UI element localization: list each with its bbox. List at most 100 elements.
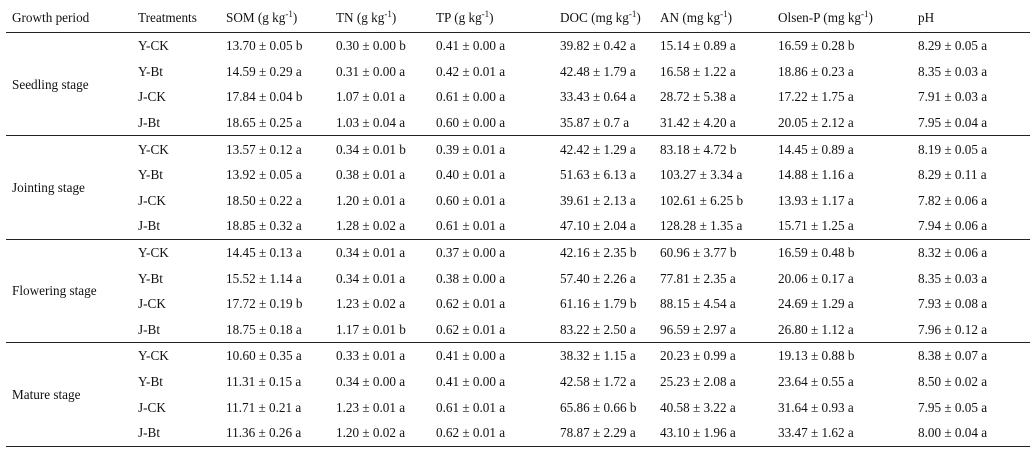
tn-cell: 1.03 ± 0.04 a	[336, 109, 436, 137]
olsen-p-cell: 14.45 ± 0.89 a	[778, 141, 854, 157]
olsen-p-cell: 26.80 ± 1.12 a	[778, 316, 918, 344]
tn-cell: 0.34 ± 0.01 a	[336, 270, 406, 286]
som-cell: 17.72 ± 0.19 b	[226, 296, 303, 312]
tp-cell: 0.41 ± 0.00 a	[436, 348, 506, 364]
treatment-cell: Y-CK	[138, 141, 169, 157]
table-row: Seedling stage Y-CK 13.70 ± 0.05 b 0.30 ± 0…	[6, 32, 1030, 137]
ph-cell: 8.19 ± 0.05 a	[918, 141, 988, 157]
treatment-cell: J-CK	[138, 192, 166, 208]
an-cell: 28.72 ± 5.38 a	[660, 89, 736, 105]
olsen-p-cell: 18.86 ± 0.23 a	[778, 63, 854, 79]
tp-cell: 0.62 ± 0.01 a	[436, 419, 560, 447]
som-cell: 18.85 ± 0.32 a	[226, 213, 336, 240]
som-cell: 14.59 ± 0.29 a	[226, 63, 302, 79]
an-cell: 60.96 ± 3.77 b	[660, 244, 737, 260]
som-cell: 13.57 ± 0.12 a	[226, 141, 302, 157]
an-cell: 83.18 ± 4.72 b	[660, 141, 737, 157]
table-row: Y-Bt 15.52 ± 1.14 a 0.34 ± 0.01 a 0.38 ± 0.…	[6, 265, 1030, 291]
header-tp: TP (g kg-1)	[436, 4, 560, 33]
table-row: Y-Bt 14.59 ± 0.29 a 0.31 ± 0.00 a 0.42 ± 0.…	[6, 59, 1030, 85]
som-cell: 13.70 ± 0.05 b	[226, 38, 303, 54]
olsen-p-cell: 17.22 ± 1.75 a	[778, 89, 854, 105]
tn-cell: 1.17 ± 0.01 b	[336, 316, 436, 344]
header-tn: TN (g kg-1)	[336, 4, 436, 33]
tp-cell: 0.41 ± 0.00 a	[436, 373, 506, 389]
header-treatments: Treatments	[130, 4, 226, 33]
growth-period-cell: Seedling stage	[6, 32, 130, 137]
doc-cell: 65.86 ± 0.66 b	[560, 399, 637, 415]
olsen-p-cell: 16.59 ± 0.28 b	[778, 38, 855, 54]
doc-cell: 57.40 ± 2.26 a	[560, 270, 636, 286]
tp-cell: 0.62 ± 0.01 a	[436, 296, 506, 312]
som-cell: 11.36 ± 0.26 a	[226, 419, 336, 447]
tp-cell: 0.61 ± 0.00 a	[436, 89, 506, 105]
treatment-cell: J-CK	[138, 399, 166, 415]
table-row: J-Bt 11.36 ± 0.26 a 1.20 ± 0.02 a 0.62 ± 0.…	[6, 419, 1030, 447]
tn-cell: 1.20 ± 0.02 a	[336, 419, 436, 447]
table-row: Mature stage Y-CK 10.60 ± 0.35 a 0.33 ± 0.0…	[6, 342, 1030, 447]
tn-cell: 0.33 ± 0.01 a	[336, 348, 406, 364]
growth-period-cell: Flowering stage	[6, 239, 130, 344]
an-cell: 16.58 ± 1.22 a	[660, 63, 736, 79]
table-row: J-CK 18.50 ± 0.22 a 1.20 ± 0.01 a 0.60 ± 0.…	[6, 188, 1030, 214]
ph-cell: 7.96 ± 0.12 a	[918, 316, 1030, 344]
som-cell: 18.75 ± 0.18 a	[226, 316, 336, 344]
an-cell: 43.10 ± 1.96 a	[660, 419, 778, 447]
treatment-cell: Y-Bt	[138, 270, 163, 286]
som-cell: 11.31 ± 0.15 a	[226, 373, 302, 389]
treatment-cell: J-CK	[138, 296, 166, 312]
an-cell: 96.59 ± 2.97 a	[660, 316, 778, 344]
header-som: SOM (g kg-1)	[226, 4, 336, 33]
olsen-p-cell: 14.88 ± 1.16 a	[778, 167, 854, 183]
tn-cell: 1.23 ± 0.01 a	[336, 399, 406, 415]
tp-cell: 0.61 ± 0.01 a	[436, 213, 560, 240]
doc-cell: 39.61 ± 2.13 a	[560, 192, 636, 208]
olsen-p-cell: 24.69 ± 1.29 a	[778, 296, 854, 312]
som-cell: 14.45 ± 0.13 a	[226, 244, 302, 260]
olsen-p-cell: 23.64 ± 0.55 a	[778, 373, 854, 389]
table-row: Jointing stage Y-CK 13.57 ± 0.12 a 0.34 ± 0…	[6, 135, 1030, 240]
an-cell: 102.61 ± 6.25 b	[660, 192, 744, 208]
ph-cell: 8.00 ± 0.04 a	[918, 419, 1030, 447]
doc-cell: 51.63 ± 6.13 a	[560, 167, 636, 183]
treatment-cell: J-Bt	[130, 316, 226, 344]
an-cell: 128.28 ± 1.35 a	[660, 213, 778, 240]
ph-cell: 7.93 ± 0.08 a	[918, 296, 988, 312]
tn-cell: 1.28 ± 0.02 a	[336, 213, 436, 240]
growth-period-cell: Jointing stage	[6, 135, 130, 240]
tp-cell: 0.42 ± 0.01 a	[436, 63, 506, 79]
doc-cell: 38.32 ± 1.15 a	[560, 348, 636, 364]
tp-cell: 0.37 ± 0.00 a	[436, 244, 506, 260]
tn-cell: 0.34 ± 0.00 a	[336, 373, 406, 389]
tp-cell: 0.39 ± 0.01 a	[436, 141, 506, 157]
ph-cell: 8.29 ± 0.05 a	[918, 38, 988, 54]
ph-cell: 8.38 ± 0.07 a	[918, 348, 988, 364]
treatment-cell: J-Bt	[130, 419, 226, 447]
som-cell: 18.50 ± 0.22 a	[226, 192, 302, 208]
olsen-p-cell: 20.06 ± 0.17 a	[778, 270, 854, 286]
tn-cell: 0.34 ± 0.01 b	[336, 141, 406, 157]
table-header-row: Growth period Treatments SOM (g kg-1) TN…	[6, 4, 1030, 33]
som-cell: 13.92 ± 0.05 a	[226, 167, 302, 183]
an-cell: 15.14 ± 0.89 a	[660, 38, 736, 54]
table-row: J-Bt 18.85 ± 0.32 a 1.28 ± 0.02 a 0.61 ± 0.…	[6, 213, 1030, 240]
treatment-cell: Y-Bt	[138, 167, 163, 183]
doc-cell: 47.10 ± 2.04 a	[560, 213, 660, 240]
doc-cell: 42.42 ± 1.29 a	[560, 141, 636, 157]
ph-cell: 7.91 ± 0.03 a	[918, 89, 988, 105]
an-cell: 103.27 ± 3.34 a	[660, 167, 743, 183]
doc-cell: 33.43 ± 0.64 a	[560, 89, 636, 105]
ph-cell: 7.95 ± 0.05 a	[918, 399, 988, 415]
table-row: J-Bt 18.75 ± 0.18 a 1.17 ± 0.01 b 0.62 ± 0.…	[6, 316, 1030, 344]
tn-cell: 1.20 ± 0.01 a	[336, 192, 406, 208]
treatment-cell: J-Bt	[130, 109, 226, 137]
ph-cell: 8.32 ± 0.06 a	[918, 244, 988, 260]
an-cell: 77.81 ± 2.35 a	[660, 270, 736, 286]
treatment-cell: Y-CK	[138, 348, 169, 364]
tp-cell: 0.62 ± 0.01 a	[436, 316, 560, 344]
doc-cell: 42.48 ± 1.79 a	[560, 63, 636, 79]
table-body: Seedling stage Y-CK 13.70 ± 0.05 b 0.30 ± 0…	[6, 32, 1030, 447]
table-row: Y-Bt 13.92 ± 0.05 a 0.38 ± 0.01 a 0.40 ± 0.…	[6, 162, 1030, 188]
treatment-cell: Y-CK	[138, 38, 169, 54]
olsen-p-cell: 33.47 ± 1.62 a	[778, 419, 918, 447]
